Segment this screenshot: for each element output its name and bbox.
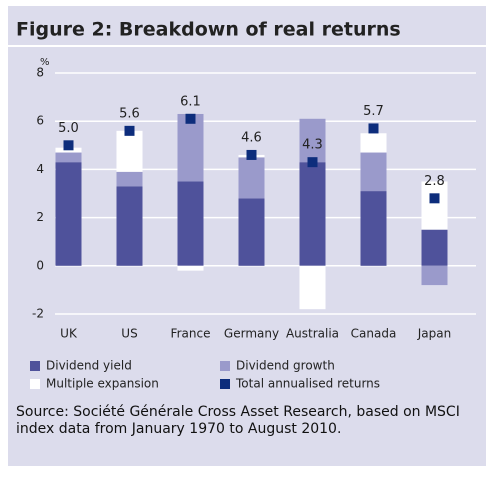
value-label: 6.1 xyxy=(180,94,201,109)
x-tick-label: Canada xyxy=(351,327,397,341)
y-tick-label: 8 xyxy=(36,66,44,80)
bar-segment xyxy=(421,265,448,286)
bar-segment xyxy=(116,171,143,187)
value-label: 5.6 xyxy=(119,106,140,121)
legend-swatch xyxy=(30,361,40,371)
x-tick-label: Japan xyxy=(417,327,451,341)
x-tick-label: US xyxy=(121,327,137,341)
bar-segment xyxy=(360,152,387,192)
legend-label: Dividend yield xyxy=(46,359,132,373)
bar-segment xyxy=(55,152,82,163)
y-axis-label: % xyxy=(40,57,50,68)
bar-segment xyxy=(421,229,448,266)
bar-segment xyxy=(299,265,326,310)
value-label: 5.7 xyxy=(363,104,384,119)
total-marker xyxy=(429,193,440,204)
x-tick-label: France xyxy=(171,327,211,341)
y-tick-label: 2 xyxy=(36,210,44,224)
legend-swatch xyxy=(220,379,230,389)
total-marker xyxy=(185,113,196,124)
bar-segment xyxy=(116,130,143,172)
legend-label: Dividend growth xyxy=(236,359,335,373)
legend-swatch xyxy=(30,379,40,389)
x-tick-label: Germany xyxy=(224,327,279,341)
value-label: 5.0 xyxy=(58,121,79,136)
bar-segment xyxy=(299,162,326,266)
value-label: 2.8 xyxy=(424,174,445,189)
bar-segment xyxy=(177,113,204,182)
y-tick-label: 0 xyxy=(36,258,44,272)
bar-segment xyxy=(360,133,387,153)
y-tick-label: -2 xyxy=(32,307,44,321)
bar-segment xyxy=(177,181,204,266)
value-label: 4.3 xyxy=(302,138,323,153)
total-marker xyxy=(307,157,318,168)
value-label: 4.6 xyxy=(241,130,262,145)
legend-label: Total annualised returns xyxy=(235,377,380,391)
bar-segment xyxy=(177,265,204,271)
bar-segment xyxy=(360,191,387,266)
legend-label: Multiple expansion xyxy=(46,377,159,391)
bar-segment xyxy=(299,118,326,163)
bar-segment xyxy=(421,181,448,230)
bar-segment xyxy=(238,157,265,199)
bar-segment xyxy=(116,186,143,266)
source-note: Source: Société Générale Cross Asset Res… xyxy=(16,404,460,437)
total-marker xyxy=(368,123,379,134)
total-marker xyxy=(124,125,135,136)
legend-swatch xyxy=(220,361,230,371)
y-tick-label: 4 xyxy=(36,162,44,176)
total-marker xyxy=(246,149,257,160)
bar-segment xyxy=(55,162,82,266)
x-tick-label: UK xyxy=(60,327,78,341)
bar-segment xyxy=(238,198,265,266)
x-tick-label: Australia xyxy=(286,327,339,341)
total-marker xyxy=(63,140,74,151)
chart-title: Figure 2: Breakdown of real returns xyxy=(16,19,401,41)
y-tick-label: 6 xyxy=(36,114,44,128)
